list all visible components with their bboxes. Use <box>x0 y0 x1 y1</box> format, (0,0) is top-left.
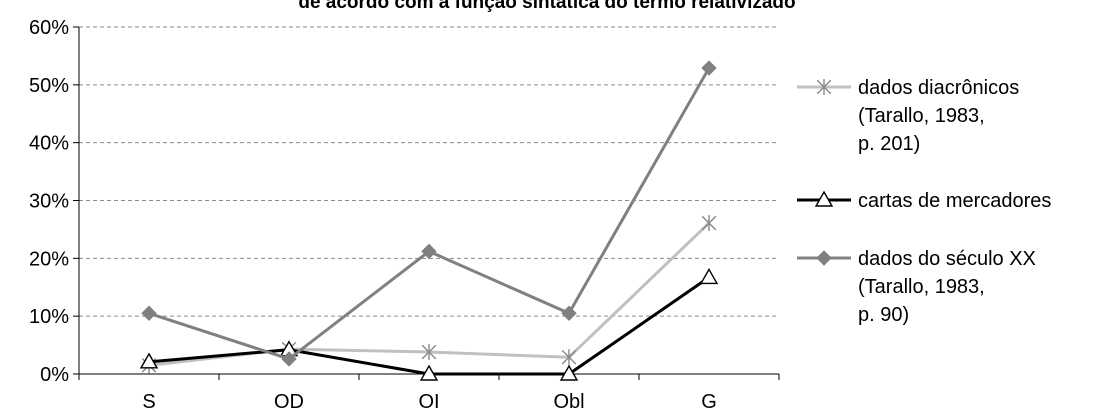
legend-label: (Tarallo, 1983, <box>858 105 985 127</box>
data-point <box>141 305 157 321</box>
asterisk-stroke <box>421 344 437 360</box>
series-group <box>139 60 719 381</box>
axes <box>73 26 780 380</box>
x-tick-label: G <box>701 391 717 413</box>
data-point <box>419 364 439 381</box>
asterisk-stroke <box>561 349 577 365</box>
legend-entry: dados diacrônicos (Tarallo, 1983, p. 201) <box>797 77 1019 155</box>
legend-label: dados diacrônicos <box>858 77 1019 99</box>
y-tick-label: 10% <box>29 306 69 328</box>
data-point <box>281 351 297 367</box>
asterisk-stroke <box>701 215 717 231</box>
x-axis-tick-labels: S OD OI Obl G <box>142 391 716 413</box>
y-tick-label: 0% <box>40 364 69 386</box>
asterisk-stroke <box>816 79 832 95</box>
legend-marker <box>816 250 832 266</box>
y-tick-label: 20% <box>29 248 69 270</box>
data-point <box>139 352 159 369</box>
series-line <box>148 67 711 361</box>
data-point <box>699 268 719 285</box>
data-point <box>561 305 577 321</box>
data-point <box>421 344 437 361</box>
y-tick-label: 40% <box>29 133 69 155</box>
series-2 <box>139 268 719 381</box>
legend-marker <box>816 79 832 95</box>
y-tick-label: 60% <box>29 17 69 39</box>
data-point <box>701 215 717 232</box>
y-tick-label: 50% <box>29 75 69 97</box>
series-3 <box>141 60 717 367</box>
x-tick-label: Obl <box>553 391 584 413</box>
legend-label: (Tarallo, 1983, <box>858 276 985 298</box>
data-point <box>701 60 717 76</box>
gridlines <box>79 26 779 317</box>
legend-label: cartas de mercadores <box>858 190 1051 212</box>
series-1 <box>141 215 717 374</box>
legend-entry: cartas de mercadores <box>797 190 1051 212</box>
x-tick-label: OI <box>418 391 439 413</box>
y-tick-label: 30% <box>29 191 69 213</box>
legend-label: dados do século XX <box>858 248 1036 270</box>
x-tick-label: S <box>142 391 155 413</box>
legend: dados diacrônicos (Tarallo, 1983, p. 201) c… <box>797 77 1051 326</box>
x-tick-label: OD <box>274 391 304 413</box>
y-axis-tick-labels: 0% 10% 20% 30% 40% 50% 60% <box>29 17 69 386</box>
data-point <box>561 349 577 366</box>
legend-label: p. 201) <box>858 133 920 155</box>
legend-label: p. 90) <box>858 304 909 326</box>
data-point <box>421 243 437 260</box>
data-point <box>559 364 579 381</box>
legend-marker <box>814 190 834 207</box>
legend-entry: dados do século XX (Tarallo, 1983, p. 90) <box>797 248 1036 326</box>
chart-title: de acordo com a função sintática do term… <box>298 0 795 13</box>
